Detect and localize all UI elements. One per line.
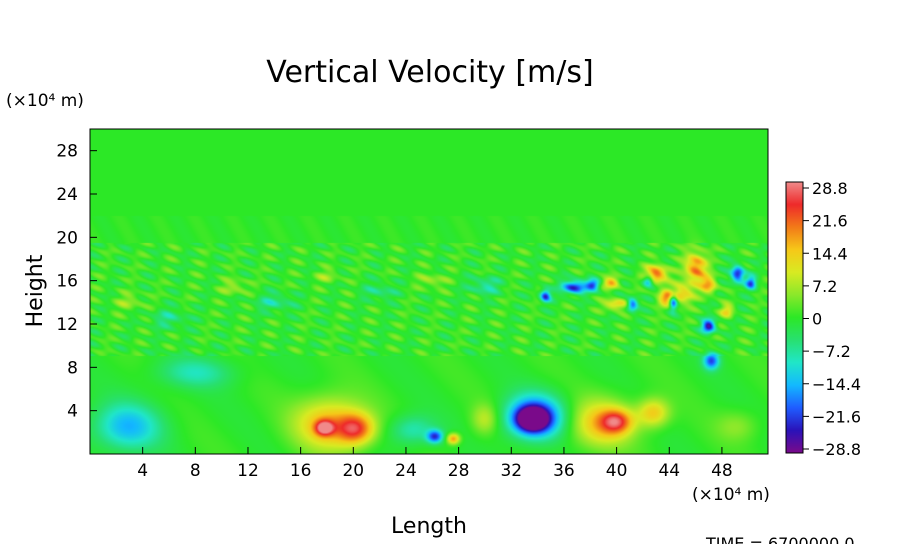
colorbar-tick-label: −14.4 xyxy=(812,375,861,394)
colorbar-tick-label: −28.8 xyxy=(812,440,861,459)
x-tick-label: 4 xyxy=(137,461,148,481)
x-tick-label: 36 xyxy=(553,461,575,481)
y-tick-label: 16 xyxy=(56,272,78,292)
x-tick-label: 16 xyxy=(290,461,312,481)
y-tick-label: 12 xyxy=(56,315,78,335)
x-axis: 4 8 12 16 20 24 28 32 36 40 44 48 xyxy=(137,447,733,481)
y-tick-label: 20 xyxy=(56,228,78,248)
colorbar-ticks: 28.8 21.6 14.4 7.2 0 −7.2 −14.4 −21.6 −28.8 xyxy=(803,179,861,459)
y-tick-label: 28 xyxy=(56,142,78,162)
chart-title: Vertical Velocity [m/s] xyxy=(266,55,593,90)
time-label: TIME = 6700000.0 xyxy=(705,534,855,544)
y-tick-label: 8 xyxy=(67,358,78,378)
colorbar xyxy=(785,181,804,454)
heatmap-field xyxy=(90,129,768,454)
plot-frame xyxy=(89,128,769,455)
colorbar-tick-label: −7.2 xyxy=(812,342,851,361)
colorbar-tick-label: 14.4 xyxy=(812,244,848,263)
y-tick-label: 24 xyxy=(56,185,78,205)
x-tick-label: 44 xyxy=(658,461,680,481)
colorbar-tick-label: −21.6 xyxy=(812,407,861,426)
y-unit-label: (×10⁴ m) xyxy=(6,91,84,111)
x-unit-label: (×10⁴ m) xyxy=(692,485,770,505)
x-tick-label: 20 xyxy=(342,461,364,481)
x-tick-label: 40 xyxy=(606,461,628,481)
colorbar-tick-label: 0 xyxy=(812,310,822,329)
colorbar-tick-label: 7.2 xyxy=(812,277,837,296)
x-tick-label: 48 xyxy=(711,461,733,481)
x-axis-label: Length xyxy=(391,514,467,539)
y-axis-label: Height xyxy=(23,254,48,327)
y-axis: 4 8 12 16 20 24 28 xyxy=(56,142,97,422)
y-tick-label: 4 xyxy=(67,402,78,422)
x-tick-label: 32 xyxy=(500,461,522,481)
x-tick-label: 24 xyxy=(395,461,417,481)
colorbar-tick-label: 21.6 xyxy=(812,212,848,231)
colorbar-tick-label: 28.8 xyxy=(812,179,848,198)
x-tick-label: 28 xyxy=(448,461,470,481)
x-tick-label: 8 xyxy=(190,461,201,481)
x-tick-label: 12 xyxy=(237,461,259,481)
